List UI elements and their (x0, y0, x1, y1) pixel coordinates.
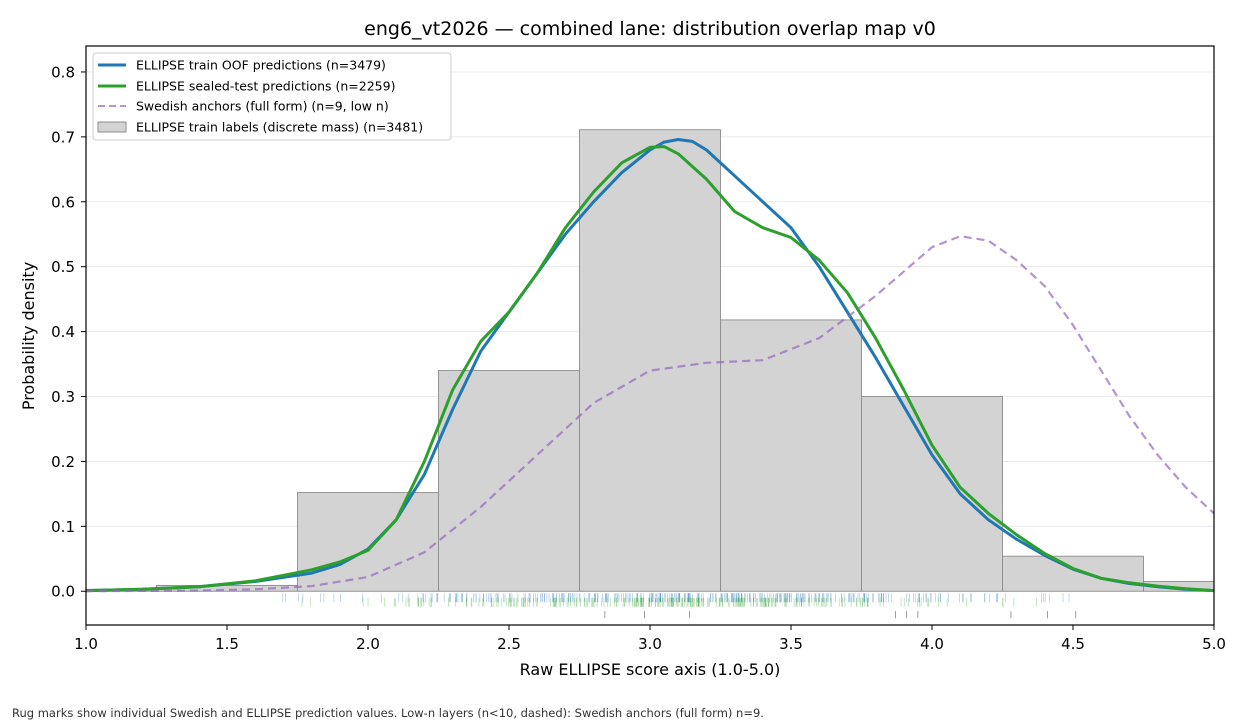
density-line (85, 235, 1215, 593)
x-tick-label: 3.5 (779, 635, 803, 653)
x-tick-label: 3.0 (638, 635, 662, 653)
x-axis-label: Raw ELLIPSE score axis (1.0-5.0) (520, 660, 781, 679)
y-tick-label: 0.7 (51, 128, 75, 146)
histogram (85, 129, 1215, 592)
y-tick-label: 0.8 (51, 63, 75, 81)
histogram-bar (1002, 555, 1144, 592)
x-tick-label: 2.5 (497, 635, 521, 653)
histogram-bar (720, 319, 862, 592)
legend-label: ELLIPSE train labels (discrete mass) (n=… (136, 120, 423, 135)
legend-swatch (97, 121, 127, 133)
chart-title: eng6_vt2026 — combined lane: distributio… (364, 18, 936, 40)
legend-label: ELLIPSE sealed-test predictions (n=2259) (136, 79, 395, 94)
y-tick-label: 0.4 (51, 323, 75, 341)
axes: 0.0 0.1 0.2 0.3 0.4 0.5 0.6 0.7 0.8 1.0 1.5 2.0 2.5 3… (51, 63, 1226, 653)
histogram-bar (297, 492, 439, 592)
footnote: Rug marks show individual Swedish and EL… (12, 706, 764, 720)
y-axis-label: Probability density (19, 262, 38, 410)
x-tick-label: 5.0 (1202, 635, 1226, 653)
x-tick-label: 1.5 (215, 635, 239, 653)
y-tick-label: 0.2 (51, 453, 75, 471)
y-tick-label: 0.1 (51, 518, 75, 536)
chart-svg: 0.0 0.1 0.2 0.3 0.4 0.5 0.6 0.7 0.8 1.0 1.5 2.0 2.5 3… (19, 18, 1226, 679)
histogram-bar (861, 396, 1003, 592)
x-tick-label: 4.0 (920, 635, 944, 653)
legend: ELLIPSE train OOF predictions (n=3479) EL… (92, 52, 452, 141)
rug-marks (282, 593, 1077, 619)
y-tick-label: 0.0 (51, 583, 75, 601)
histogram-bar (579, 129, 721, 592)
x-tick-label: 4.5 (1061, 635, 1085, 653)
legend-label: ELLIPSE train OOF predictions (n=3479) (136, 58, 386, 73)
x-tick-label: 2.0 (356, 635, 380, 653)
y-tick-label: 0.5 (51, 258, 75, 276)
density-lines (85, 138, 1215, 593)
legend-box (92, 52, 452, 141)
x-tick-label: 1.0 (74, 635, 98, 653)
y-tick-label: 0.6 (51, 193, 75, 211)
legend-label: Swedish anchors (full form) (n=9, low n) (136, 99, 389, 114)
y-tick-label: 0.3 (51, 388, 75, 406)
density-line (85, 145, 1215, 593)
